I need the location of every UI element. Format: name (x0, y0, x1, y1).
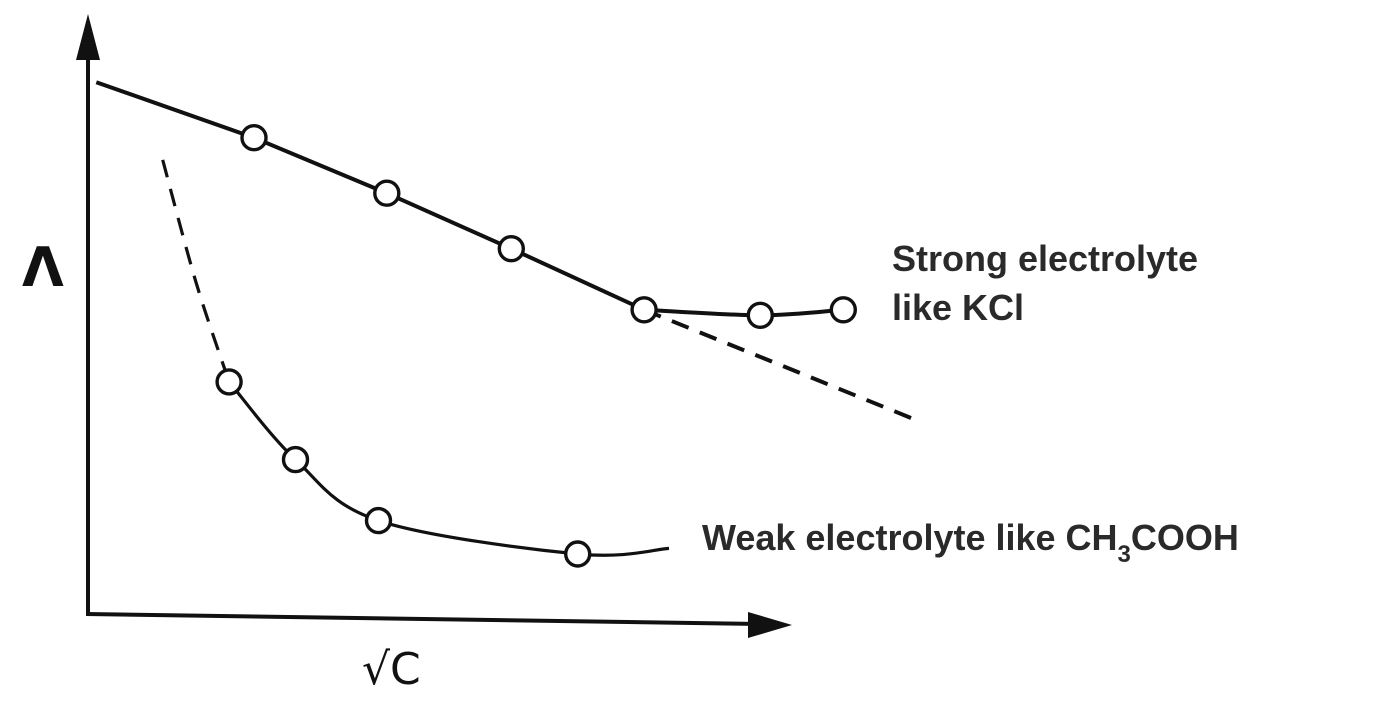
x-axis-arrowhead (748, 612, 792, 638)
strong-point-2 (373, 179, 401, 207)
strong-point-4 (630, 296, 658, 324)
weak-extrapolation-line (161, 159, 231, 383)
weak-point-2 (281, 445, 310, 474)
series-lines (95, 80, 919, 557)
x-axis-label: √C (362, 644, 421, 695)
strong-point-3 (497, 234, 525, 263)
axes (76, 14, 792, 638)
strong-series-label: Strong electrolyte like KCl (892, 238, 1198, 328)
strong-point-6 (829, 296, 857, 324)
strong-extrapolation-line (643, 307, 919, 423)
weak-point-3 (364, 506, 393, 535)
strong-series-label-line2: like KCl (892, 287, 1024, 328)
strong-curve-line (644, 307, 844, 318)
weak-point-4 (564, 540, 592, 568)
weak-point-1 (215, 368, 243, 396)
x-axis (85, 612, 761, 626)
weak-series-label-subscript: 3 (1118, 541, 1131, 568)
weak-series-label-main: Weak electrolyte like CH (702, 517, 1118, 558)
strong-series-label-line1: Strong electrolyte (892, 238, 1198, 279)
strong-linear-line (95, 80, 645, 312)
strong-point-5 (746, 301, 774, 329)
weak-series-label: Weak electrolyte like CH3COOH (702, 517, 1239, 568)
strong-point-1 (240, 123, 268, 152)
y-axis-label: Λ (22, 236, 64, 299)
series-points (215, 123, 857, 568)
weak-series-label-tail: COOH (1131, 517, 1239, 558)
y-axis-arrowhead (76, 14, 100, 60)
